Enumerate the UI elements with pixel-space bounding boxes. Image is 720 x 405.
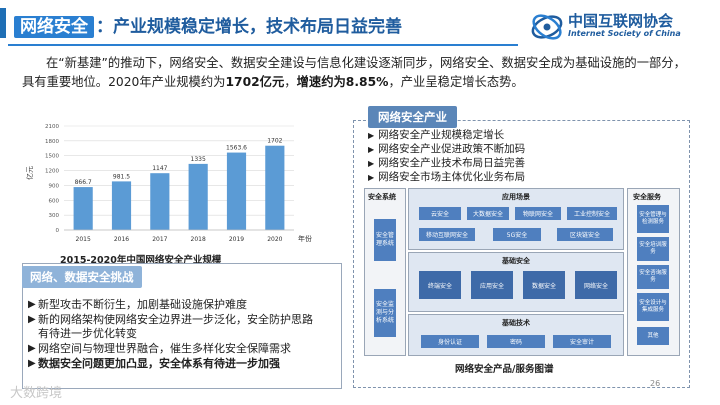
y-tick-label: 1800 <box>45 139 59 145</box>
x-tick-label: 2017 <box>152 236 167 243</box>
app-scenarios-section: 应用场景 云安全 大数据安全 物联网安全 工业控制安全 移动互联网安全 5G安全… <box>408 188 624 250</box>
bar-value-label: 1335 <box>191 156 206 163</box>
intro-bold-growth: 增速约为8.85% <box>296 75 389 89</box>
chart-title: 2015-2020年中国网络安全产业规模 <box>60 255 222 266</box>
logo-english-name: Internet Society of China <box>568 29 681 38</box>
x-tick-label: 2016 <box>114 236 129 243</box>
network-security-tile: 网络安全 <box>575 271 617 299</box>
intro-text-1: 在“新基建”的推动下，网络安全、数据安全建设与信息化建设逐渐同步，网络安全、数据… <box>22 56 686 89</box>
y-tick-label: 2100 <box>45 124 59 130</box>
security-audit-tile: 安全审计 <box>553 335 611 348</box>
challenge-item: ▶ 数据安全问题更加凸显，安全体系有待进一步加强 <box>28 357 280 370</box>
y-tick-label: 1200 <box>45 169 59 175</box>
security-services-title: 安全服务 <box>633 193 661 201</box>
bar-value-label: 1563.6 <box>226 145 247 152</box>
intro-text-3: ，产业呈稳定增长态势。 <box>388 75 524 89</box>
challenges-header: 网络、数据安全挑战 <box>22 266 142 288</box>
blockchain-security-tile: 区块链安全 <box>557 228 613 241</box>
security-systems-title: 安全系统 <box>368 193 396 201</box>
y-tick-label: 300 <box>49 213 60 219</box>
cryptography-tile: 密码 <box>487 335 545 348</box>
app-scenarios-title: 应用场景 <box>502 193 530 201</box>
bullet-icon: ▶ <box>368 173 375 182</box>
intro-text-2: ， <box>284 75 297 89</box>
x-tick-label: 2019 <box>229 236 244 243</box>
endpoint-security-tile: 终端安全 <box>419 271 461 299</box>
security-ecosystem-diagram: 安全系统 安全管理系统 安全监测与分析系统 应用场景 云安全 大数据安全 物联网… <box>364 188 680 356</box>
x-tick-label: 2020 <box>267 236 282 243</box>
ics-security-tile: 工业控制安全 <box>567 207 617 220</box>
bullet-icon: ▶ <box>28 343 36 354</box>
intro-paragraph: 在“新基建”的推动下，网络安全、数据安全建设与信息化建设逐渐同步，网络安全、数据… <box>22 54 697 92</box>
identity-auth-tile: 身份认证 <box>421 335 479 348</box>
page-title-rest: ：产业规模稳定增长，技术布局日益完善 <box>96 17 402 37</box>
security-systems-column: 安全系统 安全管理系统 安全监测与分析系统 <box>364 188 406 356</box>
bar <box>265 145 285 230</box>
intro-bold-size: 1702亿元 <box>225 75 285 89</box>
bar-value-label: 981.5 <box>113 173 130 180</box>
industry-item: ▶ 网络安全市场主体优化业务布局 <box>368 171 526 183</box>
basic-security-section: 基础安全 终端安全 应用安全 数据安全 网络安全 <box>408 252 624 312</box>
cloud-security-tile: 云安全 <box>419 207 461 220</box>
bar <box>111 181 132 230</box>
title-accent-bar <box>0 8 6 38</box>
industry-panel <box>353 120 690 388</box>
watermark: 大数跨境 <box>10 386 63 401</box>
industry-size-bar-chart: 0 300 600 900 1200 1500 1800 2100 亿元 866.7 2015 981… <box>25 124 312 243</box>
other-service-tile: 其他 <box>637 327 669 345</box>
bar <box>226 152 247 230</box>
bar <box>188 163 208 230</box>
security-mgmt-system-tile: 安全管理系统 <box>374 219 396 261</box>
page-title-highlight: 网络安全 <box>14 16 94 38</box>
y-tick-label: 1500 <box>45 154 59 160</box>
y-tick-label: 900 <box>49 183 60 189</box>
y-tick-label: 0 <box>56 228 60 234</box>
mobile-internet-security-tile: 移动互联网安全 <box>419 228 475 241</box>
basic-tech-title: 基础技术 <box>502 319 530 327</box>
bullet-icon: ▶ <box>28 314 36 325</box>
bullet-icon: ▶ <box>368 131 375 140</box>
x-tick-label: 2015 <box>76 236 91 243</box>
mgmt-detection-service-tile: 安全管理与检测服务 <box>637 205 669 233</box>
security-services-column: 安全服务 安全管理与检测服务 安全培训服务 安全咨询服务 安全设计与集成服务 其… <box>627 188 680 356</box>
isc-logo: 中国互联网协会 Internet Society of China <box>530 10 710 44</box>
bar <box>73 187 93 230</box>
training-service-tile: 安全培训服务 <box>637 237 669 261</box>
application-security-tile: 应用安全 <box>471 271 513 299</box>
isc-logo-icon <box>531 14 563 40</box>
security-monitor-system-tile: 安全监测与分析系统 <box>374 289 396 337</box>
design-integration-service-tile: 安全设计与集成服务 <box>637 293 669 321</box>
industry-item: ▶ 网络安全产业技术布局日益完善 <box>368 157 526 169</box>
industry-header: 网络安全产业 <box>368 106 457 128</box>
basic-security-title: 基础安全 <box>502 257 530 265</box>
bar-value-label: 866.7 <box>75 179 92 186</box>
bullet-icon: ▶ <box>28 299 36 310</box>
bar <box>150 173 170 230</box>
bullet-icon: ▶ <box>368 159 375 168</box>
iot-security-tile: 物联网安全 <box>515 207 561 220</box>
challenge-item: ▶ 新型攻击不断衍生，加剧基础设施保护难度 <box>28 298 247 311</box>
page-title: 网络安全 ：产业规模稳定增长，技术布局日益完善 <box>14 12 402 38</box>
title-underline <box>8 44 518 46</box>
bar-value-label: 1702 <box>267 138 282 145</box>
data-security-tile: 数据安全 <box>523 271 565 299</box>
x-tick-label: 2018 <box>191 236 206 243</box>
big-data-security-tile: 大数据安全 <box>467 207 509 220</box>
bar-value-label: 1147 <box>152 165 167 172</box>
page-number: 26 <box>650 379 661 388</box>
bullet-icon: ▶ <box>28 358 36 369</box>
basic-tech-section: 基础技术 身份认证 密码 安全审计 <box>408 314 624 356</box>
industry-item: ▶ 网络安全产业规模稳定增长 <box>368 129 505 141</box>
x-axis-label: 年份 <box>298 234 312 243</box>
y-tick-label: 600 <box>49 198 60 204</box>
challenge-item: ▶ 新的网络架构使网络安全边界进一步泛化，安全防护思路有待进一步优化转变 <box>28 313 313 340</box>
challenge-item: ▶ 网络空间与物理世界融合，催生多样化安全保障需求 <box>28 342 291 355</box>
logo-chinese-name: 中国互联网协会 <box>568 12 674 30</box>
bullet-icon: ▶ <box>368 145 375 154</box>
consulting-service-tile: 安全咨询服务 <box>637 265 669 289</box>
industry-item: ▶ 网络安全产业促进政策不断加码 <box>368 143 526 155</box>
diagram-caption: 网络安全产品/服务图谱 <box>455 364 554 375</box>
y-axis-label: 亿元 <box>25 166 34 180</box>
5g-security-tile: 5G安全 <box>493 228 541 241</box>
